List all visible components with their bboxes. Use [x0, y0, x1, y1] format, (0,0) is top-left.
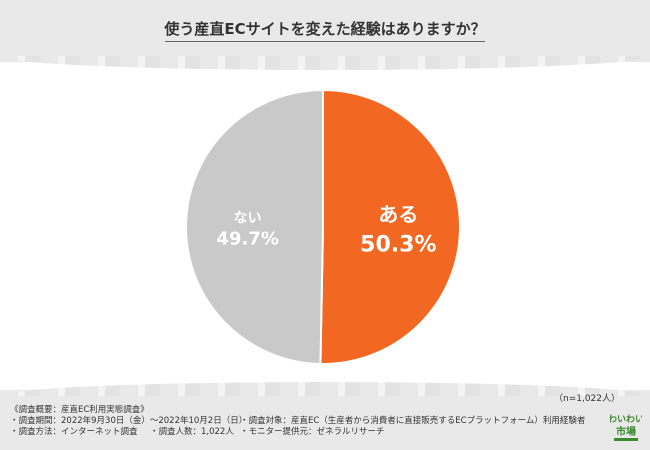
survey-target: ・調査対象：産直EC（生産者から消費者に直接販売するECプラットフォーム）利用経…: [240, 416, 586, 426]
pie-chart: ある 50.3% ない 49.7%: [184, 88, 461, 365]
pie-slice-2: [184, 88, 324, 365]
survey-notes: 《調査概要：産直EC利用実態調査》 ・調査期間：2022年9月30日（金）〜20…: [10, 405, 610, 438]
survey-notes-row-1: ・調査期間：2022年9月30日（金）〜2022年10月2日（日） ・調査対象：…: [10, 416, 610, 427]
title-underline: [165, 41, 485, 42]
notes-band: [0, 382, 650, 450]
svg-text:市場: 市場: [616, 425, 636, 438]
survey-notes-row-2: ・調査方法：インターネット調査 ・調査人数：1,022人 ・モニター提供元：ゼネ…: [10, 427, 610, 438]
svg-text:わいわい: わいわい: [610, 414, 642, 425]
survey-provider: ・モニター提供元：ゼネラルリサーチ: [240, 427, 385, 437]
waiwai-ichiba-logo: わいわい 市場: [610, 414, 642, 441]
sample-size-label: （n=1,022人）: [553, 394, 620, 404]
slice-label-1: ある: [378, 203, 418, 227]
slice-value-2: 49.7%: [216, 228, 278, 249]
slice-label-2: ない: [234, 210, 262, 226]
title-band: [0, 0, 650, 70]
survey-period: ・調査期間：2022年9月30日（金）〜2022年10月2日（日）: [10, 416, 248, 426]
survey-count: ・調査人数：1,022人: [150, 427, 234, 437]
survey-notes-header: 《調査概要：産直EC利用実態調査》: [10, 405, 149, 415]
survey-method: ・調査方法：インターネット調査: [10, 427, 138, 437]
pie-slice-1: [319, 88, 461, 365]
chart-title: 使う産直ECサイトを変えた経験はありますか？: [164, 20, 486, 38]
slice-value-1: 50.3%: [360, 233, 436, 258]
